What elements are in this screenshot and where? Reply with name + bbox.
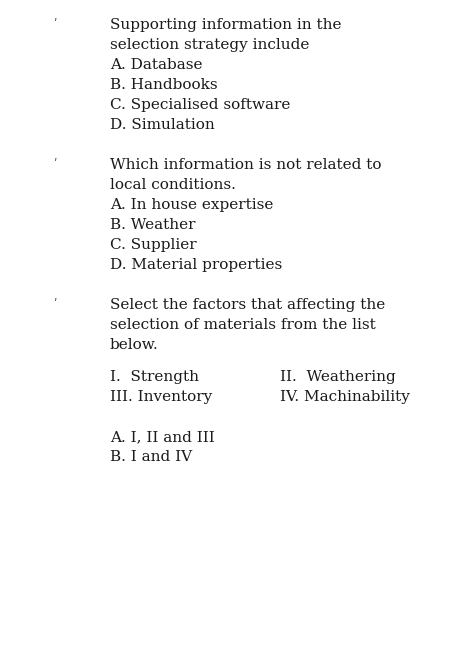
Text: D. Simulation: D. Simulation	[110, 118, 214, 132]
Text: ʹ: ʹ	[53, 298, 56, 311]
Text: selection strategy include: selection strategy include	[110, 38, 309, 52]
Text: C. Supplier: C. Supplier	[110, 238, 196, 252]
Text: B. I and IV: B. I and IV	[110, 450, 192, 464]
Text: below.: below.	[110, 338, 158, 352]
Text: A. I, II and III: A. I, II and III	[110, 430, 214, 444]
Text: B. Handbooks: B. Handbooks	[110, 78, 217, 92]
Text: III. Inventory: III. Inventory	[110, 390, 212, 404]
Text: II.  Weathering: II. Weathering	[279, 370, 395, 384]
Text: ʹ: ʹ	[53, 18, 56, 31]
Text: C. Specialised software: C. Specialised software	[110, 98, 290, 112]
Text: A. In house expertise: A. In house expertise	[110, 198, 273, 212]
Text: Select the factors that affecting the: Select the factors that affecting the	[110, 298, 384, 312]
Text: local conditions.: local conditions.	[110, 178, 235, 192]
Text: Which information is not related to: Which information is not related to	[110, 158, 381, 172]
Text: Supporting information in the: Supporting information in the	[110, 18, 341, 32]
Text: I.  Strength: I. Strength	[110, 370, 199, 384]
Text: D. Material properties: D. Material properties	[110, 258, 282, 272]
Text: A. Database: A. Database	[110, 58, 202, 72]
Text: IV. Machinability: IV. Machinability	[279, 390, 409, 404]
Text: B. Weather: B. Weather	[110, 218, 195, 232]
Text: selection of materials from the list: selection of materials from the list	[110, 318, 375, 332]
Text: ʹ: ʹ	[53, 158, 56, 171]
